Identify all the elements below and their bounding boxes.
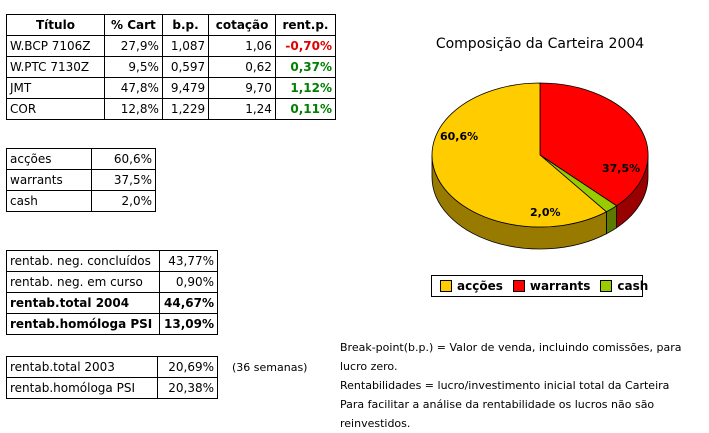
cell-bp: 1,229 bbox=[161, 98, 210, 120]
header-cart: % Cart bbox=[103, 14, 163, 36]
cell-cotacao: 1,06 bbox=[208, 35, 276, 57]
cell-cart: 27,9% bbox=[103, 35, 163, 57]
table-row: rentab. neg. em curso 0,90% bbox=[6, 271, 219, 293]
cell-rent: 1,12% bbox=[274, 77, 337, 99]
pie-slice-warrants bbox=[539, 82, 649, 207]
cell-rent: 0,11% bbox=[274, 98, 337, 120]
header-titulo: Título bbox=[6, 14, 105, 36]
cell-cotacao: 9,70 bbox=[208, 77, 276, 99]
rentab-value: 44,67% bbox=[158, 292, 219, 314]
table-row: rentab.total 2003 20,69% bbox=[6, 356, 219, 378]
cell-cart: 12,8% bbox=[103, 98, 163, 120]
cell-bp: 1,087 bbox=[161, 35, 210, 57]
cell-cotacao: 1,24 bbox=[208, 98, 276, 120]
cell-titulo: W.PTC 7130Z bbox=[6, 56, 105, 78]
table-row: cash 2,0% bbox=[6, 190, 157, 212]
table-row: W.BCP 7106Z 27,9% 1,087 1,06 -0,70% bbox=[6, 35, 337, 57]
rentab-2003-table: rentab.total 2003 20,69% rentab.homóloga… bbox=[6, 356, 219, 399]
note-rentabilidades: Rentabilidades = lucro/investimento inic… bbox=[340, 379, 670, 392]
header-rent: rent.p. bbox=[274, 14, 337, 36]
cell-rent: -0,70% bbox=[274, 35, 337, 57]
table-row: rentab.homóloga PSI 20,38% bbox=[6, 377, 219, 399]
table-row: W.PTC 7130Z 9,5% 0,597 0,62 0,37% bbox=[6, 56, 337, 78]
table-row: acções 60,6% bbox=[6, 148, 157, 170]
cell-cotacao: 0,62 bbox=[208, 56, 276, 78]
alloc-value: 2,0% bbox=[90, 190, 157, 212]
note-breakpoint: Break-point(b.p.) = Valor de venda, incl… bbox=[340, 341, 682, 373]
legend-label: acções bbox=[457, 279, 503, 293]
alloc-label: acções bbox=[6, 148, 92, 170]
alloc-value: 60,6% bbox=[90, 148, 157, 170]
cell-titulo: JMT bbox=[6, 77, 105, 99]
cell-cart: 9,5% bbox=[103, 56, 163, 78]
table-row: rentab.total 2004 44,67% bbox=[6, 292, 219, 314]
note-reinvest: Para facilitar a análise da rentabilidad… bbox=[340, 398, 655, 430]
chart-title: Composição da Carteira 2004 bbox=[435, 36, 645, 52]
notes: Break-point(b.p.) = Valor de venda, incl… bbox=[340, 338, 709, 433]
pie-chart: 60,6% 37,5% 2,0% bbox=[431, 82, 649, 250]
table-row: COR 12,8% 1,229 1,24 0,11% bbox=[6, 98, 337, 120]
pie-data-label: 37,5% bbox=[602, 162, 640, 175]
table-row: rentab.homóloga PSI 13,09% bbox=[6, 313, 219, 335]
rentab-label: rentab. neg. em curso bbox=[6, 271, 160, 293]
legend-item: cash bbox=[600, 279, 648, 293]
header-bp: b.p. bbox=[161, 14, 210, 36]
chart-legend: acções warrants cash bbox=[431, 275, 648, 297]
cell-titulo: W.BCP 7106Z bbox=[6, 35, 105, 57]
table-row: warrants 37,5% bbox=[6, 169, 157, 191]
legend-swatch bbox=[512, 280, 525, 292]
table-row: rentab. neg. concluídos 43,77% bbox=[6, 250, 219, 272]
table-row: JMT 47,8% 9,479 9,70 1,12% bbox=[6, 77, 337, 99]
portfolio-header-row: Título % Cart b.p. cotação rent.p. bbox=[6, 14, 337, 36]
cell-bp: 9,479 bbox=[161, 77, 210, 99]
rentab-value: 13,09% bbox=[158, 313, 219, 335]
legend-swatch bbox=[600, 280, 613, 292]
allocation-table: acções 60,6% warrants 37,5% cash 2,0% bbox=[6, 148, 157, 212]
rentab-label: rentab. neg. concluídos bbox=[6, 250, 160, 272]
alloc-value: 37,5% bbox=[90, 169, 157, 191]
cell-cart: 47,8% bbox=[103, 77, 163, 99]
legend-item: warrants bbox=[512, 279, 591, 293]
rentab-label: rentab.total 2004 bbox=[6, 292, 160, 314]
cell-bp: 0,597 bbox=[161, 56, 210, 78]
cell-rent: 0,37% bbox=[274, 56, 337, 78]
legend-item: acções bbox=[440, 279, 503, 293]
rentab-label: rentab.homóloga PSI bbox=[6, 313, 160, 335]
legend-label: cash bbox=[617, 279, 649, 293]
rentab-label: rentab.homóloga PSI bbox=[6, 377, 158, 399]
pie-data-label: 60,6% bbox=[440, 130, 478, 143]
pie-data-label: 2,0% bbox=[530, 206, 561, 219]
rentab-value: 43,77% bbox=[158, 250, 219, 272]
rentab-label: rentab.total 2003 bbox=[6, 356, 158, 378]
header-cotacao: cotação bbox=[208, 14, 276, 36]
legend-label: warrants bbox=[529, 279, 591, 293]
rentab-value: 20,69% bbox=[156, 356, 219, 378]
rentab-table: rentab. neg. concluídos 43,77% rentab. n… bbox=[6, 250, 219, 335]
alloc-label: warrants bbox=[6, 169, 92, 191]
rentab-value: 0,90% bbox=[158, 271, 219, 293]
portfolio-table: Título % Cart b.p. cotação rent.p. W.BCP… bbox=[6, 14, 337, 120]
alloc-label: cash bbox=[6, 190, 92, 212]
legend-swatch bbox=[440, 280, 452, 292]
rentab-value: 20,38% bbox=[156, 377, 219, 399]
pie-slice-acções bbox=[431, 82, 608, 228]
weeks-note: (36 semanas) bbox=[232, 361, 308, 374]
cell-titulo: COR bbox=[6, 98, 105, 120]
